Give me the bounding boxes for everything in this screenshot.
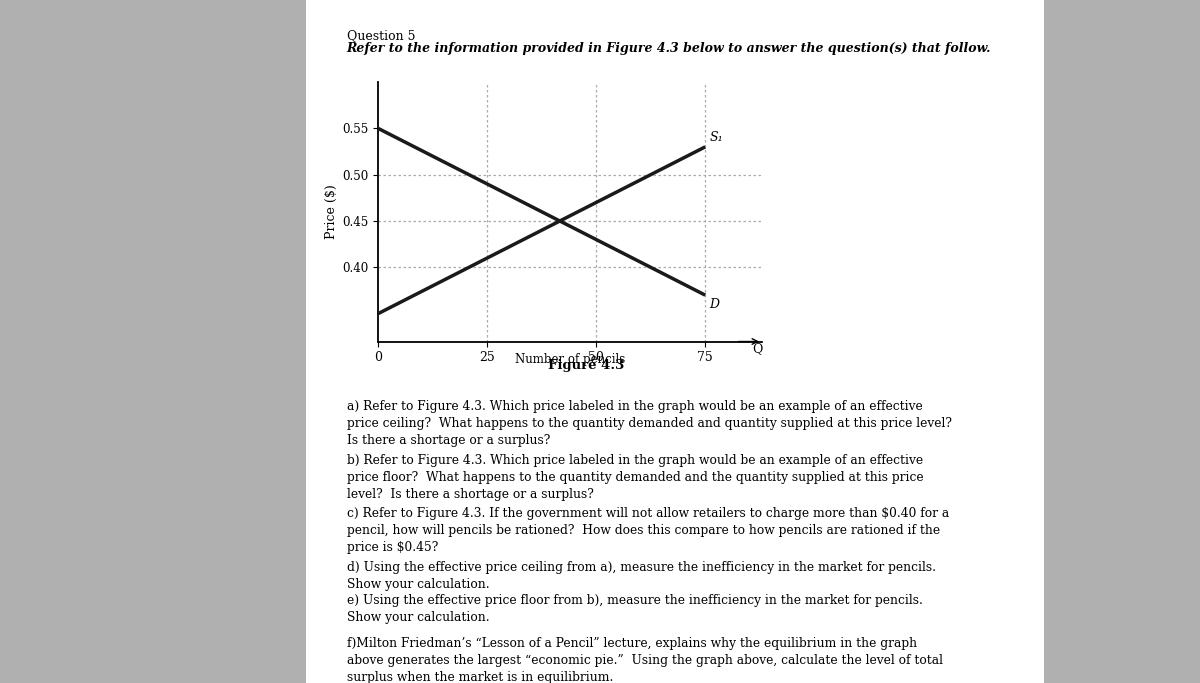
Y-axis label: Price ($): Price ($) <box>325 184 338 239</box>
Text: a) Refer to Figure 4.3. Which price labeled in the graph would be an example of : a) Refer to Figure 4.3. Which price labe… <box>347 400 952 447</box>
Text: Number of pencils: Number of pencils <box>515 352 625 365</box>
Text: d) Using the effective price ceiling from a), measure the inefficiency in the ma: d) Using the effective price ceiling fro… <box>347 561 936 591</box>
Text: D: D <box>709 298 720 311</box>
Text: Question 5: Question 5 <box>347 29 415 42</box>
Text: e) Using the effective price floor from b), measure the inefficiency in the mark: e) Using the effective price floor from … <box>347 594 923 624</box>
Text: c) Refer to Figure 4.3. If the government will not allow retailers to charge mor: c) Refer to Figure 4.3. If the governmen… <box>347 507 949 554</box>
Text: Q: Q <box>752 342 763 355</box>
Text: f)Milton Friedman’s “Lesson of a Pencil” lecture, explains why the equilibrium i: f)Milton Friedman’s “Lesson of a Pencil”… <box>347 637 942 683</box>
Text: S₁: S₁ <box>709 131 724 144</box>
Text: Refer to the information provided in Figure 4.3 below to answer the question(s) : Refer to the information provided in Fig… <box>347 42 991 55</box>
Text: b) Refer to Figure 4.3. Which price labeled in the graph would be an example of : b) Refer to Figure 4.3. Which price labe… <box>347 454 923 501</box>
Text: Figure 4.3: Figure 4.3 <box>548 359 624 372</box>
